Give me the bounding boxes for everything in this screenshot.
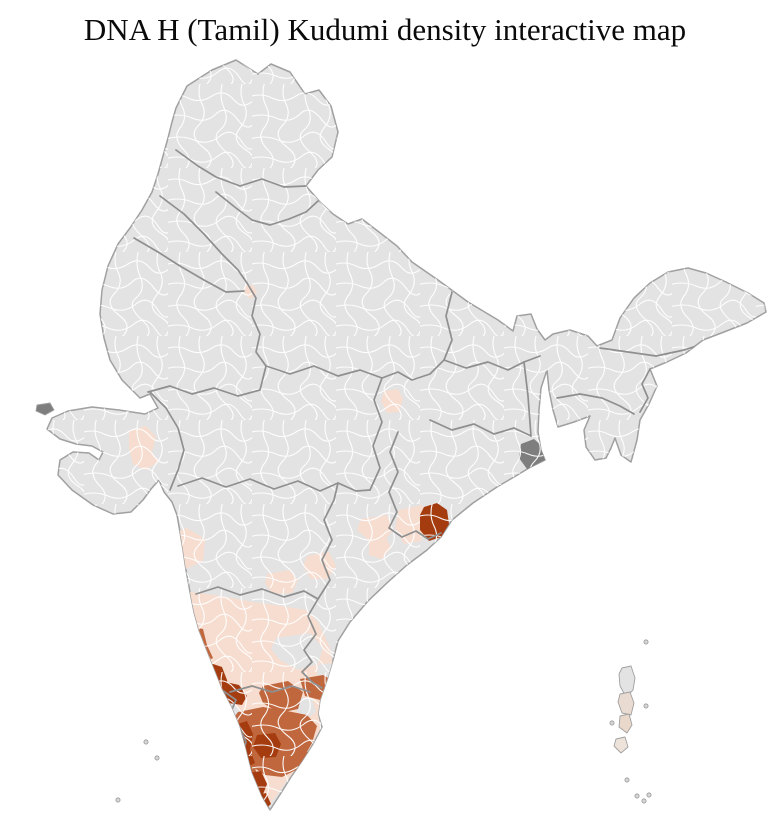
state-border-6 (265, 359, 445, 381)
state-border-19 (229, 685, 311, 693)
island-middle-andaman[interactable] (617, 691, 635, 716)
islands (35, 402, 636, 754)
state-border-8 (443, 355, 541, 371)
state-border-1 (175, 149, 307, 188)
small-island-dot (643, 639, 649, 645)
state-border-16 (317, 482, 339, 600)
state-border-5 (246, 282, 267, 367)
small-island-dot (643, 703, 649, 709)
small-island-dot (646, 792, 652, 798)
district-mesh (47, 60, 766, 810)
small-island-dot (624, 777, 630, 783)
small-island-dot (143, 739, 149, 745)
state-border-9 (429, 419, 532, 437)
state-border-21 (556, 393, 635, 415)
small-island-dot (634, 793, 640, 799)
island-kutch-islet[interactable] (35, 402, 55, 416)
small-island-dot (154, 755, 160, 761)
state-border-13 (147, 365, 267, 397)
state-border-14 (177, 477, 371, 492)
state-border-4 (133, 237, 245, 293)
state-border-2 (215, 191, 319, 226)
state-border-10 (369, 377, 383, 491)
island-dots (115, 639, 652, 804)
state-border-17 (301, 598, 323, 689)
state-border-23 (523, 361, 532, 437)
island-little-andaman[interactable] (613, 736, 629, 754)
page-title: DNA H (Tamil) Kudumi density interactive… (83, 12, 687, 47)
state-border-15 (195, 586, 319, 600)
state-border-11 (388, 431, 442, 540)
state-border-22 (639, 368, 651, 413)
state-border-7 (443, 291, 453, 361)
state-border-12 (149, 391, 185, 491)
small-island-dot (641, 798, 647, 804)
state-borders (133, 149, 739, 809)
state-border-3 (159, 195, 248, 284)
island-south-andaman[interactable] (618, 713, 633, 734)
small-island-dot (609, 720, 615, 726)
small-island-dot (115, 797, 121, 803)
